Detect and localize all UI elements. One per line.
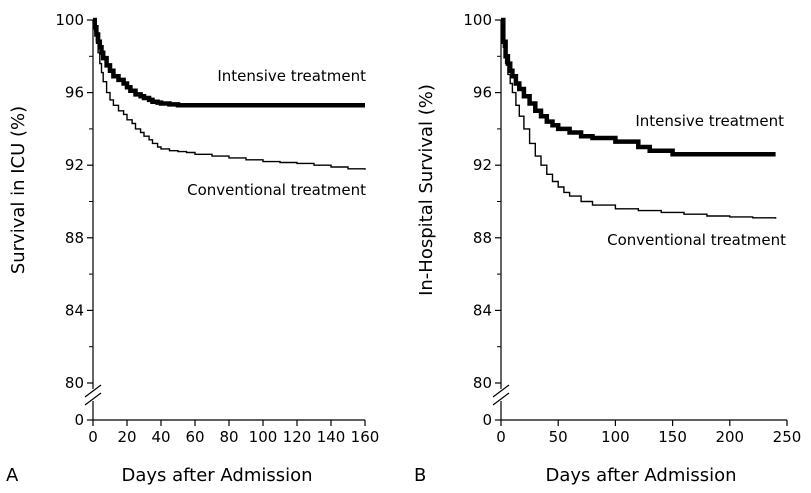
x-tick-label: 100: [249, 428, 278, 446]
y-tick-label: 96: [473, 84, 492, 102]
axis-break-mark: [492, 384, 510, 398]
series-label-conventional-b: Conventional treatment: [607, 231, 786, 249]
x-tick-label: 0: [88, 428, 98, 446]
y-tick-label: 88: [65, 229, 84, 247]
x-tick-label: 0: [496, 428, 506, 446]
x-tick-label: 140: [317, 428, 346, 446]
conventional-treatment-line: [501, 19, 777, 219]
y-axis-title-a: Survival in ICU (%): [8, 106, 29, 274]
panel-letter-a: A: [6, 465, 19, 486]
y-tick-label: 100: [463, 11, 492, 29]
x-axis-title-b: Days after Admission: [545, 465, 736, 486]
y-tick-label: 100: [55, 11, 84, 29]
x-tick-label: 120: [283, 428, 312, 446]
series-label-intensive-b: Intensive treatment: [635, 112, 784, 130]
conventional-treatment-line: [93, 19, 366, 170]
x-tick-label: 80: [219, 428, 238, 446]
x-tick-label: 160: [351, 428, 380, 446]
y-tick-label: 0: [482, 411, 492, 429]
axis-break-mark: [492, 392, 510, 406]
y-tick-label: 92: [65, 156, 84, 174]
x-tick-label: 200: [715, 428, 744, 446]
axis-break-mark: [84, 392, 102, 406]
y-tick-label: 88: [473, 229, 492, 247]
panel-letter-b: B: [414, 465, 426, 486]
x-tick-label: 20: [117, 428, 136, 446]
y-tick-label: 84: [65, 301, 84, 319]
x-tick-label: 40: [151, 428, 170, 446]
y-tick-label: 80: [65, 374, 84, 392]
y-axis-title-b: In-Hospital Survival (%): [416, 84, 437, 296]
axes-a: 0 80 84 88 92 96 100 0 20 40 60 80 100 120 140 160: [55, 11, 379, 446]
panel-b: B Days after Admission In-Hospital Survi…: [414, 11, 801, 486]
intensive-treatment-line: [501, 17, 776, 157]
y-tick-label: 92: [473, 156, 492, 174]
intensive-treatment-line: [92, 17, 365, 108]
series-lines-a: [92, 17, 366, 170]
y-tick-label: 84: [473, 301, 492, 319]
series-label-conventional-a: Conventional treatment: [187, 181, 366, 199]
panel-a: A Days after Admission Survival in ICU (…: [6, 11, 379, 486]
y-tick-label: 0: [74, 411, 84, 429]
y-tick-label: 96: [65, 84, 84, 102]
x-tick-label: 250: [773, 428, 802, 446]
x-axis-title-a: Days after Admission: [121, 465, 312, 486]
x-tick-label: 100: [601, 428, 630, 446]
x-tick-label: 50: [549, 428, 568, 446]
axes-b: 0 80 84 88 92 96 100 0 50 100 150 200 250: [463, 11, 801, 446]
series-label-intensive-a: Intensive treatment: [217, 67, 366, 85]
y-tick-label: 80: [473, 374, 492, 392]
series-lines-b: [501, 17, 777, 219]
x-tick-label: 150: [658, 428, 687, 446]
axis-break-mark: [84, 384, 102, 398]
x-tick-label: 60: [185, 428, 204, 446]
